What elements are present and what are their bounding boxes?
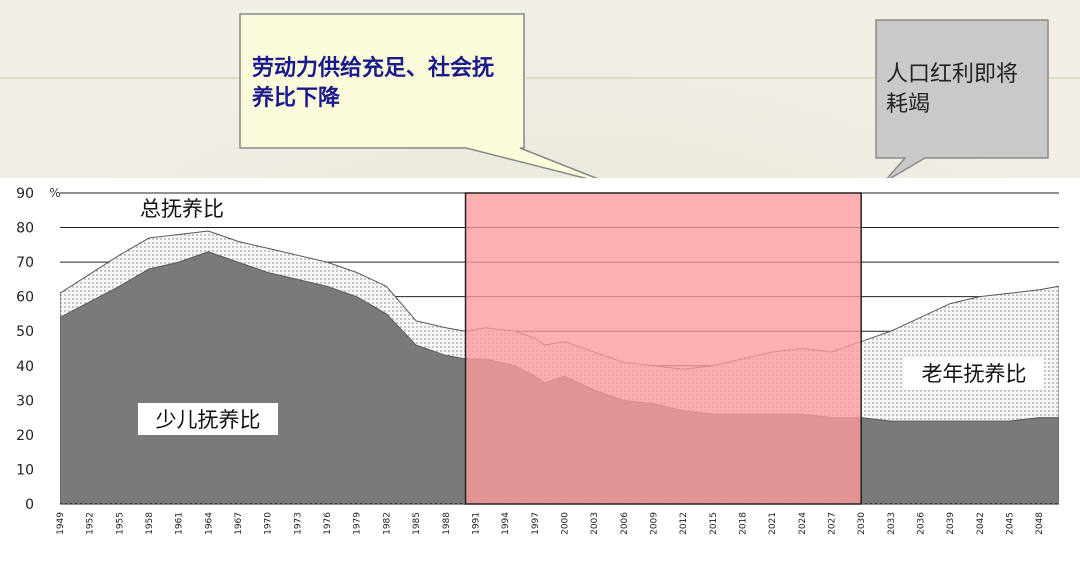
callout-right-text: 人口红利即将耗竭 (886, 62, 1019, 117)
label-child-dependency: 少儿抚养比 (156, 408, 261, 432)
x-tick-label: 1970 (264, 512, 274, 535)
x-tick-label: 2003 (590, 512, 600, 535)
x-tick-label: 2039 (946, 512, 956, 535)
x-tick-label: 1979 (353, 512, 363, 535)
y-tick-label: 80 (16, 221, 34, 237)
callout-right-shape (875, 19, 1049, 183)
y-tick-label: 70 (16, 255, 34, 271)
x-tick-label: 2024 (798, 512, 808, 535)
x-tick-label: 1997 (531, 512, 541, 535)
y-tick-label: 30 (16, 393, 34, 409)
x-tick-label: 1994 (501, 512, 511, 535)
x-tick-label: 1952 (86, 512, 96, 535)
y-tick-label: 0 (25, 497, 34, 513)
x-tick-label: 2006 (620, 512, 630, 535)
x-tick-label: 2033 (887, 512, 897, 535)
x-tick-label: 2036 (917, 512, 927, 535)
x-tick-label: 2018 (738, 512, 748, 535)
y-tick-label: 40 (16, 359, 34, 375)
x-tick-label: 2030 (857, 512, 867, 535)
x-tick-label: 1976 (323, 512, 333, 535)
x-tick-label: 1967 (234, 512, 244, 535)
x-tick-label: 1982 (382, 512, 392, 535)
x-tick-label: 1985 (412, 512, 422, 535)
x-tick-label: 1949 (56, 512, 66, 535)
unit-label: % (49, 186, 60, 200)
y-tick-label: 90 (16, 186, 34, 202)
highlight-band (464, 192, 862, 505)
y-tick-label: 50 (16, 324, 34, 340)
x-tick-label: 1964 (204, 512, 214, 535)
x-tick-label: 1991 (471, 512, 481, 535)
callout-left-shape (239, 13, 617, 187)
x-tick-label: 2027 (828, 512, 838, 535)
callout-left-text: 劳动力供给充足、社会抚养比下降 (252, 56, 495, 111)
x-tick-label: 2042 (976, 512, 986, 535)
x-tick-label: 2012 (679, 512, 689, 535)
x-tick-label: 2015 (709, 512, 719, 535)
y-tick-label: 20 (16, 428, 34, 444)
x-tick-label: 1988 (442, 512, 452, 535)
x-tick-label: 1973 (293, 512, 303, 535)
x-tick-label: 1955 (115, 512, 125, 535)
x-tick-label: 2000 (560, 512, 570, 535)
x-tick-label: 2048 (1035, 512, 1045, 535)
y-tick-label: 10 (16, 462, 34, 478)
label-elderly-dependency: 老年抚养比 (922, 362, 1027, 386)
label-child-bg (138, 403, 278, 435)
x-tick-label: 1958 (145, 512, 155, 535)
y-tick-label: 60 (16, 290, 34, 306)
x-tick-label: 1961 (175, 512, 185, 535)
x-tick-label: 2009 (649, 512, 659, 535)
x-tick-label: 2045 (1006, 512, 1016, 535)
label-total-dependency: 总抚养比 (140, 197, 224, 221)
x-tick-label: 2021 (768, 512, 778, 535)
label-elderly-bg (904, 358, 1044, 388)
